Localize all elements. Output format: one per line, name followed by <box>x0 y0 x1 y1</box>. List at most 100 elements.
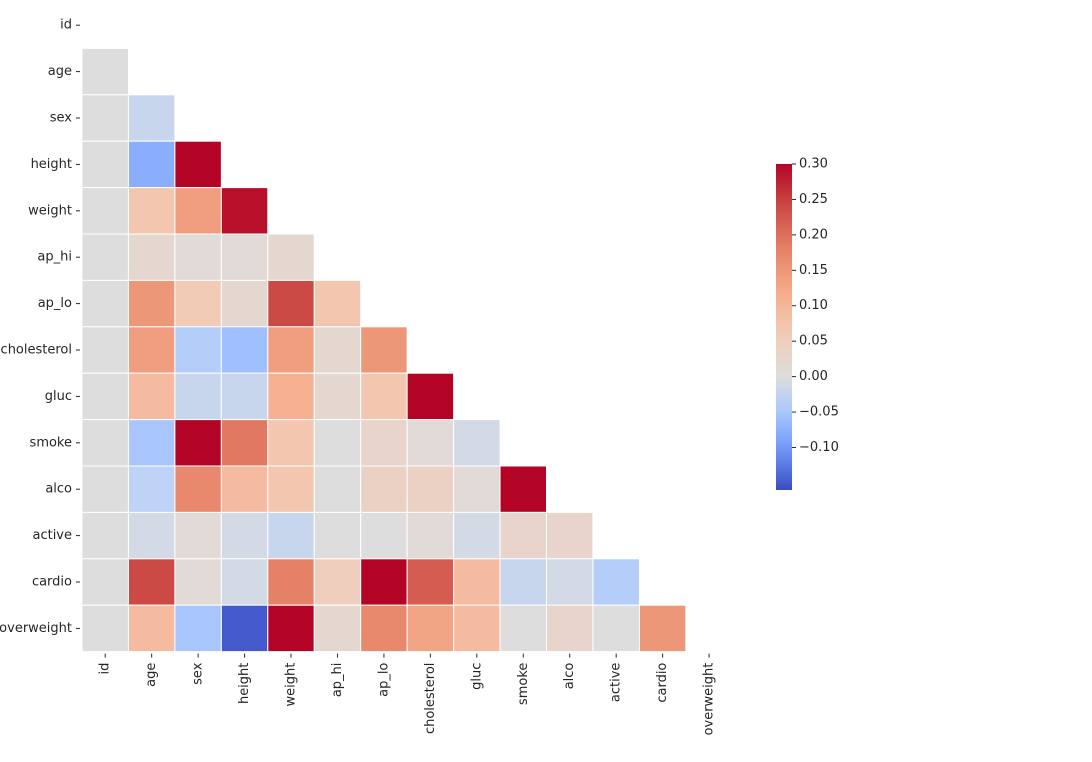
heatmap-cell-cholesterol-age <box>127 326 176 374</box>
heatmap-cell-overweight-id <box>81 604 129 653</box>
heatmap-cell-active-gluc <box>453 511 501 560</box>
x-tick-label-active: active <box>609 663 624 703</box>
heatmap-cell-cholesterol-sex <box>174 326 222 374</box>
heatmap-cell-sex-id <box>81 94 129 142</box>
heatmap-cell-sex-age <box>127 94 176 142</box>
heatmap-cell-cholesterol-ap_lo <box>360 326 408 374</box>
heatmap-cell-cardio-age <box>127 558 176 606</box>
x-tick-label-id: id <box>98 663 113 675</box>
heatmap-cell-active-alco <box>546 511 594 560</box>
heatmap-cell-cardio-smoke <box>499 558 547 606</box>
heatmap-cell-overweight-age <box>127 604 176 653</box>
heatmap-cell-smoke-sex <box>174 419 222 467</box>
colorbar-tick-label: 0.15 <box>799 263 828 278</box>
heatmap-cell-cholesterol-weight <box>267 326 315 374</box>
heatmap-cell-cardio-weight <box>267 558 315 606</box>
heatmap-cell-cardio-alco <box>546 558 594 606</box>
heatmap-cell-alco-cholesterol <box>406 465 455 513</box>
heatmap-cell-ap_hi-id <box>81 233 129 281</box>
x-tick-label-sex: sex <box>191 662 206 685</box>
y-tick-label-gluc: gluc <box>45 389 72 404</box>
heatmap-cell-overweight-height <box>220 604 269 653</box>
heatmap-cell-active-weight <box>267 511 315 560</box>
y-tick-label-cardio: cardio <box>32 575 72 590</box>
y-axis-tick-labels: id age sex height weight ap_hi ap_lo cholestero… <box>0 18 80 636</box>
x-tick-label-gluc: gluc <box>469 663 484 690</box>
heatmap-cell-height-sex <box>174 140 222 189</box>
heatmap-cell-smoke-ap_hi <box>313 419 362 467</box>
y-tick-label-age: age <box>48 64 72 79</box>
heatmap-cell-active-id <box>81 511 129 560</box>
heatmap-cell-overweight-ap_hi <box>313 604 362 653</box>
colorbar-tick-label: 0.30 <box>799 157 828 172</box>
heatmap-cell-weight-id <box>81 187 129 235</box>
heatmap-cell-smoke-id <box>81 419 129 467</box>
heatmap-cell-overweight-smoke <box>499 604 547 653</box>
x-tick-label-cholesterol: cholesterol <box>423 663 438 734</box>
heatmap-cell-overweight-alco <box>546 604 594 653</box>
heatmap-cell-height-age <box>127 140 176 189</box>
heatmap-cell-active-age <box>127 511 176 560</box>
heatmap-cell-overweight-cholesterol <box>406 604 455 653</box>
colorbar-ticks: 0.30 0.25 0.20 0.15 0.10 0.05 0.00 −0.05 −0.10 <box>792 157 839 455</box>
y-tick-label-weight: weight <box>28 203 72 218</box>
heatmap-cell-gluc-age <box>127 372 176 421</box>
heatmap-cell-cardio-id <box>81 558 129 606</box>
x-tick-label-cardio: cardio <box>655 663 670 703</box>
heatmap-cell-gluc-cholesterol <box>406 372 455 421</box>
y-tick-label-overweight: overweight <box>0 621 72 636</box>
y-tick-label-active: active <box>32 528 72 543</box>
colorbar-tick-label: 0.05 <box>799 334 828 349</box>
heatmap-cell-smoke-weight <box>267 419 315 467</box>
heatmap-cell-weight-height <box>220 187 269 235</box>
heatmap-cell-weight-age <box>127 187 176 235</box>
heatmap-cell-alco-gluc <box>453 465 501 513</box>
heatmap-cell-alco-weight <box>267 465 315 513</box>
heatmap-cell-gluc-weight <box>267 372 315 421</box>
heatmap-cells <box>81 47 687 653</box>
colorbar-tick-label: 0.20 <box>799 227 828 242</box>
x-tick-label-age: age <box>144 663 159 687</box>
colorbar-tick-label: 0.00 <box>799 369 828 384</box>
heatmap-cell-alco-ap_lo <box>360 465 408 513</box>
heatmap-cell-overweight-gluc <box>453 604 501 653</box>
heatmap-cell-active-ap_lo <box>360 511 408 560</box>
heatmap-cell-smoke-gluc <box>453 419 501 467</box>
heatmap-cell-cholesterol-id <box>81 326 129 374</box>
heatmap-cell-ap_lo-ap_hi <box>313 279 362 328</box>
heatmap-cell-ap_lo-height <box>220 279 269 328</box>
heatmap-cell-cholesterol-height <box>220 326 269 374</box>
heatmap-cell-alco-id <box>81 465 129 513</box>
heatmap-cell-age-id <box>81 47 129 96</box>
heatmap-cell-cardio-height <box>220 558 269 606</box>
heatmap-cell-overweight-ap_lo <box>360 604 408 653</box>
heatmap-cell-cardio-active <box>592 558 640 606</box>
x-axis-tick-labels: id age sex height weight ap_hi ap_lo cholestero… <box>98 653 717 735</box>
colorbar: 0.30 0.25 0.20 0.15 0.10 0.05 0.00 −0.05 −0.10 <box>776 157 839 490</box>
y-tick-label-height: height <box>31 157 72 172</box>
heatmap-cell-ap_hi-weight <box>267 233 315 281</box>
heatmap-cell-smoke-cholesterol <box>406 419 455 467</box>
x-tick-label-weight: weight <box>284 663 299 707</box>
heatmap-cell-ap_lo-sex <box>174 279 222 328</box>
x-tick-label-smoke: smoke <box>516 663 531 705</box>
heatmap-cell-alco-sex <box>174 465 222 513</box>
colorbar-tick-label: 0.25 <box>799 192 828 207</box>
heatmap-cell-gluc-ap_hi <box>313 372 362 421</box>
heatmap-cell-alco-age <box>127 465 176 513</box>
colorbar-tick-label: −0.10 <box>799 440 839 455</box>
heatmap-cell-smoke-age <box>127 419 176 467</box>
heatmap-cell-gluc-sex <box>174 372 222 421</box>
heatmap-cell-active-height <box>220 511 269 560</box>
colorbar-tick-label: 0.10 <box>799 298 828 313</box>
x-tick-label-ap_lo: ap_lo <box>376 663 391 697</box>
heatmap-cell-alco-ap_hi <box>313 465 362 513</box>
heatmap-cell-gluc-id <box>81 372 129 421</box>
heatmap-cell-cardio-sex <box>174 558 222 606</box>
y-tick-label-ap_hi: ap_hi <box>37 250 72 265</box>
heatmap-cell-overweight-sex <box>174 604 222 653</box>
y-tick-label-sex: sex <box>50 111 73 126</box>
heatmap-cell-overweight-cardio <box>638 604 687 653</box>
heatmap-cell-ap_hi-sex <box>174 233 222 281</box>
